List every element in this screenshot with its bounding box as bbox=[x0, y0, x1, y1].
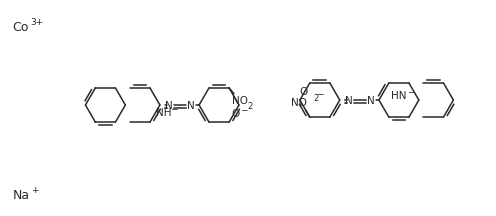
Text: Na: Na bbox=[13, 189, 30, 202]
Text: N: N bbox=[345, 96, 353, 106]
Text: −: − bbox=[407, 87, 414, 96]
Text: HN: HN bbox=[391, 91, 406, 101]
Text: 3+: 3+ bbox=[31, 17, 44, 27]
Text: 2: 2 bbox=[314, 94, 319, 103]
Text: N: N bbox=[367, 96, 374, 106]
Text: O: O bbox=[231, 109, 239, 119]
Text: NO: NO bbox=[232, 96, 248, 106]
Text: NH: NH bbox=[156, 108, 172, 118]
Text: −: − bbox=[170, 104, 178, 113]
Text: N: N bbox=[187, 101, 194, 111]
Text: Co: Co bbox=[13, 21, 29, 33]
Text: −: − bbox=[240, 105, 248, 114]
Text: NO: NO bbox=[291, 98, 307, 108]
Text: +: + bbox=[31, 186, 38, 195]
Text: 2: 2 bbox=[247, 102, 252, 111]
Text: O: O bbox=[300, 87, 308, 97]
Text: −: − bbox=[316, 89, 323, 98]
Text: N: N bbox=[165, 101, 173, 111]
